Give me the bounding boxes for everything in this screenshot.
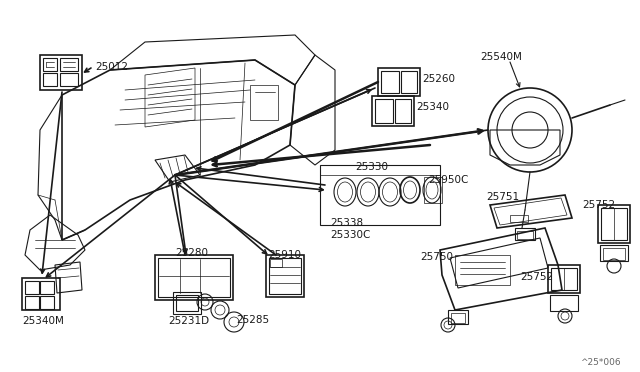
Bar <box>40 281 54 294</box>
Bar <box>603 248 625 260</box>
Text: 25340M: 25340M <box>22 316 64 326</box>
Bar <box>395 99 411 123</box>
Bar <box>515 228 535 240</box>
Bar <box>25 296 39 309</box>
Bar <box>43 58 57 71</box>
Text: 25285: 25285 <box>236 315 269 325</box>
Bar <box>517 231 533 239</box>
Text: 25330C: 25330C <box>330 230 371 240</box>
Bar <box>270 259 282 267</box>
Bar <box>43 73 57 86</box>
Bar <box>40 55 82 90</box>
Text: 25750: 25750 <box>420 252 453 262</box>
Bar <box>401 71 417 93</box>
Bar <box>40 296 54 309</box>
Text: 25540M: 25540M <box>480 52 522 62</box>
Bar <box>155 255 233 300</box>
Bar <box>269 258 301 294</box>
Bar <box>158 258 230 297</box>
Text: 25330: 25330 <box>355 162 388 172</box>
Bar <box>600 245 628 261</box>
Bar <box>250 85 278 120</box>
Bar <box>378 68 420 96</box>
Bar <box>551 268 577 290</box>
Bar <box>548 265 580 293</box>
Text: 25752: 25752 <box>582 200 615 210</box>
Text: 25950C: 25950C <box>428 175 468 185</box>
Bar <box>451 313 465 323</box>
Bar <box>375 99 393 123</box>
Bar <box>455 255 510 285</box>
Bar <box>173 292 201 314</box>
Bar <box>320 165 440 225</box>
Bar <box>25 281 39 294</box>
Text: 25340: 25340 <box>416 102 449 112</box>
Text: 25231D: 25231D <box>168 316 209 326</box>
Bar <box>424 177 442 203</box>
Bar <box>60 73 78 86</box>
Text: 25338: 25338 <box>330 218 363 228</box>
Text: 25280: 25280 <box>175 248 208 258</box>
Bar <box>60 58 78 71</box>
Bar <box>266 255 304 297</box>
Text: 25910: 25910 <box>268 250 301 260</box>
Text: 25012: 25012 <box>95 62 128 72</box>
Bar <box>598 205 630 243</box>
Text: ^25*006: ^25*006 <box>580 358 621 367</box>
Bar <box>448 310 468 324</box>
Text: 25260: 25260 <box>422 74 455 84</box>
Text: 25752: 25752 <box>520 272 553 282</box>
Bar <box>550 295 578 311</box>
Bar <box>372 96 414 126</box>
Bar <box>601 208 627 240</box>
Bar <box>381 71 399 93</box>
Bar <box>176 295 198 311</box>
Text: 25751: 25751 <box>486 192 519 202</box>
Bar <box>510 215 528 222</box>
Bar <box>22 278 60 310</box>
